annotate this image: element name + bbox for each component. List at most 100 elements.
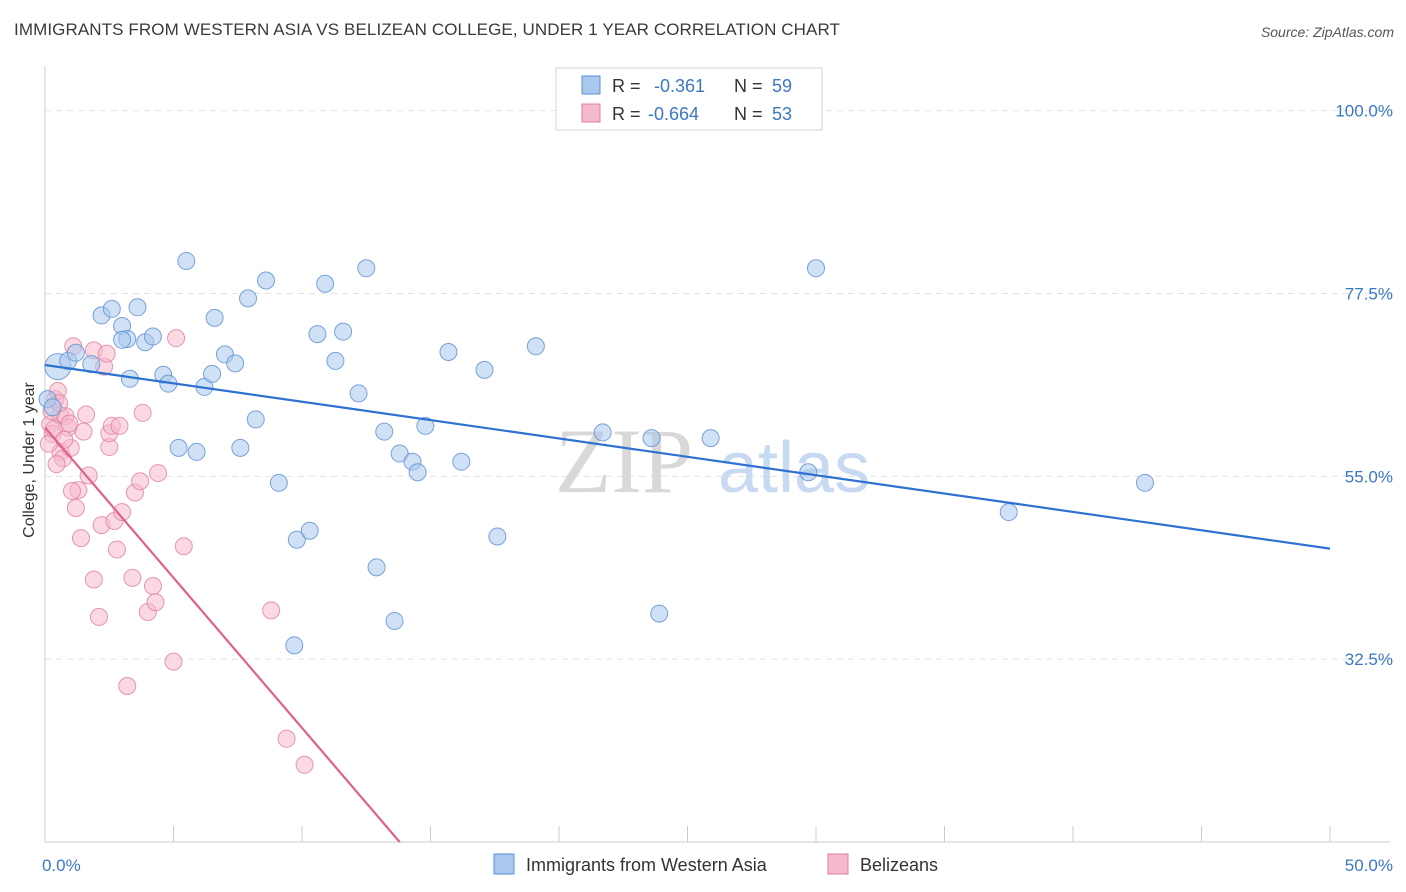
chart-title: IMMIGRANTS FROM WESTERN ASIA VS BELIZEAN… xyxy=(14,20,841,39)
grid-lines xyxy=(45,110,1390,660)
y-tick-labels: 100.0% 77.5% 55.0% 32.5% xyxy=(1335,102,1393,670)
data-point-western-asia xyxy=(285,636,304,655)
data-point-belizeans xyxy=(277,729,296,748)
data-point-western-asia xyxy=(593,423,612,442)
data-point-western-asia xyxy=(1135,473,1154,492)
data-point-western-asia xyxy=(113,330,132,349)
watermark-zip: ZIP xyxy=(555,410,693,512)
data-point-western-asia xyxy=(367,558,386,577)
data-point-belizeans xyxy=(84,570,103,589)
data-point-belizeans xyxy=(295,755,314,774)
data-point-western-asia xyxy=(390,444,409,463)
data-point-belizeans xyxy=(77,405,96,424)
data-point-western-asia xyxy=(231,438,250,457)
data-point-belizeans xyxy=(79,466,98,485)
data-point-belizeans xyxy=(146,593,165,612)
stats-legend-n-label: N = xyxy=(734,104,763,124)
data-point-western-asia xyxy=(642,429,661,448)
stats-legend: R = -0.361 N = 59 R = -0.664 N = 53 xyxy=(555,67,823,131)
y-tick-label: 32.5% xyxy=(1345,650,1393,669)
trend-line-western-asia xyxy=(44,363,1331,550)
data-point-belizeans xyxy=(123,568,142,587)
data-point-belizeans xyxy=(131,472,150,491)
data-point-western-asia xyxy=(246,410,265,429)
data-point-western-asia xyxy=(143,327,162,346)
watermark: ZIP atlas xyxy=(555,410,870,512)
data-point-western-asia xyxy=(239,289,258,308)
stats-legend-n-value: 59 xyxy=(772,76,792,96)
data-point-belizeans xyxy=(118,676,137,695)
stats-legend-r-value: -0.664 xyxy=(648,104,699,124)
data-point-belizeans xyxy=(262,601,281,620)
data-point-western-asia xyxy=(128,298,147,317)
series-western-asia xyxy=(38,251,1154,655)
data-point-western-asia xyxy=(357,259,376,278)
stats-legend-n-value: 53 xyxy=(772,104,792,124)
data-point-belizeans xyxy=(62,481,81,500)
data-point-belizeans xyxy=(47,455,66,474)
data-point-belizeans xyxy=(60,414,79,433)
data-point-western-asia xyxy=(385,611,404,630)
legend-label-belizeans: Belizeans xyxy=(860,855,938,875)
data-point-belizeans xyxy=(164,652,183,671)
x-tick-labels: 0.0% 50.0% xyxy=(42,856,1393,875)
data-point-western-asia xyxy=(439,342,458,361)
data-point-belizeans xyxy=(149,464,168,483)
data-point-western-asia xyxy=(452,452,471,471)
stats-legend-r-label: R = xyxy=(612,76,641,96)
trend-line-belizeans xyxy=(44,426,401,843)
legend-label-western-asia: Immigrants from Western Asia xyxy=(526,855,768,875)
y-tick-label: 55.0% xyxy=(1345,467,1393,486)
legend-swatch-belizeans xyxy=(827,853,849,875)
data-point-western-asia xyxy=(375,422,394,441)
data-point-belizeans xyxy=(113,503,132,522)
stats-legend-r-value: -0.361 xyxy=(654,76,705,96)
data-point-western-asia xyxy=(701,429,720,448)
data-point-belizeans xyxy=(97,344,116,363)
data-point-belizeans xyxy=(66,499,85,518)
stats-legend-r-label: R = xyxy=(612,104,641,124)
watermark-atlas: atlas xyxy=(718,428,870,508)
data-point-belizeans xyxy=(110,416,129,435)
stats-legend-swatch-blue xyxy=(581,75,601,95)
y-tick-label: 77.5% xyxy=(1345,284,1393,303)
data-point-western-asia xyxy=(334,322,353,341)
data-point-western-asia xyxy=(416,416,435,435)
data-point-belizeans xyxy=(133,403,152,422)
data-point-western-asia xyxy=(308,325,327,344)
axes xyxy=(44,66,1390,843)
data-point-western-asia xyxy=(269,473,288,492)
data-point-western-asia xyxy=(177,251,196,270)
series-legend: Immigrants from Western Asia Belizeans xyxy=(493,853,938,875)
chart-source: Source: ZipAtlas.com xyxy=(1260,24,1394,40)
data-point-western-asia xyxy=(205,308,224,327)
data-point-western-asia xyxy=(203,364,222,383)
data-point-belizeans xyxy=(55,430,74,449)
data-point-belizeans xyxy=(107,540,126,559)
stats-legend-n-label: N = xyxy=(734,76,763,96)
data-point-western-asia xyxy=(326,351,345,370)
y-axis-label: College, Under 1 year xyxy=(21,382,38,538)
data-point-western-asia xyxy=(169,438,188,457)
data-point-western-asia xyxy=(526,337,545,356)
data-point-western-asia xyxy=(349,384,368,403)
trend-lines xyxy=(44,363,1331,843)
data-point-western-asia xyxy=(807,259,825,278)
data-point-western-asia xyxy=(187,442,206,461)
data-point-western-asia xyxy=(66,343,85,362)
data-point-belizeans xyxy=(143,577,162,596)
data-point-western-asia xyxy=(102,299,121,318)
series-belizeans xyxy=(39,329,314,774)
data-point-belizeans xyxy=(174,537,193,556)
data-point-western-asia xyxy=(999,503,1018,522)
data-point-western-asia xyxy=(475,360,494,379)
data-point-western-asia xyxy=(316,274,335,293)
data-point-western-asia xyxy=(43,398,62,417)
data-point-western-asia xyxy=(226,354,245,373)
data-point-western-asia xyxy=(287,530,306,549)
data-point-belizeans xyxy=(167,329,186,348)
data-point-belizeans xyxy=(89,607,108,626)
data-point-western-asia xyxy=(488,527,507,546)
stats-legend-swatch-pink xyxy=(581,103,601,123)
